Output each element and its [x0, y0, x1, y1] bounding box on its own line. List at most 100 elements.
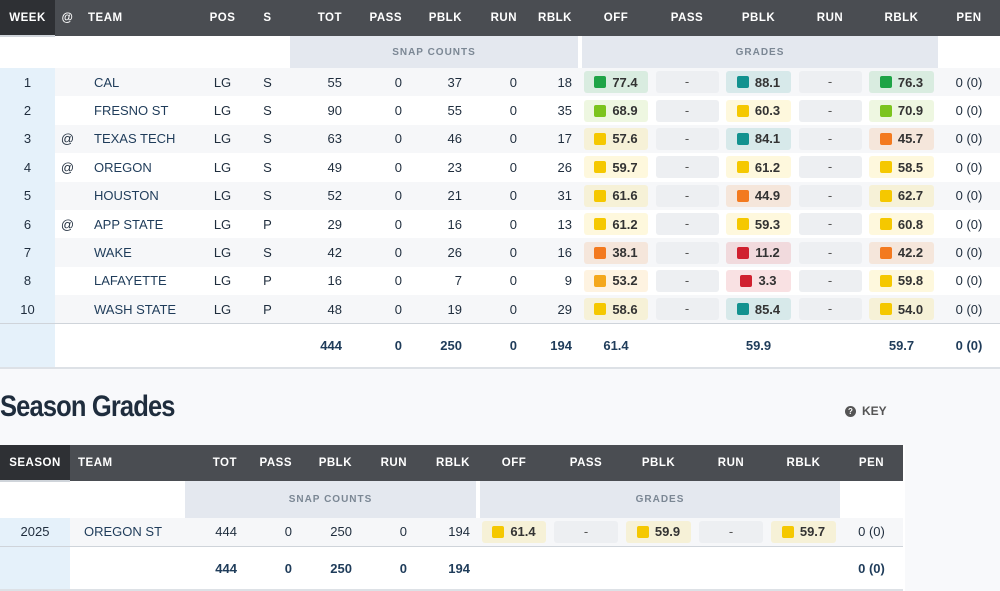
grade-color-square-icon	[594, 189, 607, 202]
column-header-off[interactable]: OFF	[580, 0, 652, 36]
cell-pos: LG	[200, 209, 245, 239]
column-header-rblk[interactable]: RBLK	[415, 445, 478, 481]
cell-pos: LG	[200, 238, 245, 267]
table-row: 5 HOUSTON LG S 52 0 21 0 31 61.6-44.9-62.7 0 (0)	[0, 181, 1000, 210]
column-header-s[interactable]: S	[245, 0, 290, 36]
grade-badge: 88.1	[725, 71, 792, 94]
cell-week: 4	[0, 153, 55, 182]
table-row: 8 LAFAYETTE LG P 16 0 7 0 9 53.2-3.3-59.8 0 (0)	[0, 266, 1000, 296]
grade-badge: 61.6	[583, 184, 649, 207]
column-header-tot[interactable]: TOT	[185, 445, 245, 481]
grade-value: 61.4	[510, 524, 536, 540]
cell-team: WAKE	[80, 238, 200, 267]
column-header-off[interactable]: OFF	[478, 445, 550, 481]
column-header-pass[interactable]: PASS	[652, 0, 722, 36]
cell-week: 5	[0, 181, 55, 210]
total-tot: 444	[290, 323, 350, 369]
key-button[interactable]: ? KEY	[845, 404, 887, 418]
grade-badge: 59.3	[725, 213, 792, 236]
grade-color-square-icon	[879, 274, 892, 287]
cell-week: 10	[0, 295, 55, 324]
column-header-rblk[interactable]: RBLK	[865, 0, 938, 36]
cell-pen: 0 (0)	[938, 153, 1000, 182]
cell-s: P	[245, 266, 290, 296]
grade-empty: -	[798, 213, 862, 236]
cell-pen: 0 (0)	[938, 181, 1000, 210]
grade-value: 59.8	[897, 273, 924, 289]
grade-badge: 85.4	[725, 298, 792, 321]
cell-team: TEXAS TECH	[80, 124, 200, 154]
cell-pblk: 46	[410, 124, 470, 154]
column-header-rblk[interactable]: RBLK	[767, 445, 840, 481]
cell-tot: 444	[185, 518, 245, 547]
table-row: 10 WASH STATE LG P 48 0 19 0 29 58.6-85.4-54.0 0 (…	[0, 295, 1000, 324]
column-header-pen[interactable]: PEN	[840, 445, 903, 481]
column-header-run[interactable]: RUN	[470, 0, 525, 36]
cell-pass: 0	[350, 124, 410, 154]
cell-team: OREGON	[80, 153, 200, 182]
cell-week: 6	[0, 209, 55, 239]
cell-pass: 0	[350, 209, 410, 239]
cell-pos: LG	[200, 124, 245, 154]
cell-tot: 48	[290, 295, 350, 324]
cell-week: 2	[0, 96, 55, 125]
grade-color-square-icon	[781, 525, 794, 538]
grade-color-square-icon	[594, 161, 607, 174]
column-header-run[interactable]: RUN	[695, 445, 767, 481]
cell-run: 0	[470, 96, 525, 125]
total-run	[795, 323, 865, 369]
cell-week: 1	[0, 68, 55, 97]
column-header-pblk[interactable]: PBLK	[300, 445, 360, 481]
grade-badge: 76.3	[868, 71, 935, 94]
column-header-pblk[interactable]: PBLK	[410, 0, 470, 36]
cell-rblk: 62.7	[865, 181, 938, 210]
cell-pblk: 59.3	[722, 209, 795, 239]
cell-run: -	[795, 209, 865, 239]
column-header-pen[interactable]: PEN	[938, 0, 1000, 36]
cell-pass: 0	[350, 295, 410, 324]
cell-team: LAFAYETTE	[80, 266, 200, 296]
cell-rblk: 58.5	[865, 153, 938, 182]
total-pos	[200, 323, 245, 369]
cell-pblk: 3.3	[722, 266, 795, 296]
grade-empty: -	[798, 241, 862, 264]
section-title: Season Grades	[0, 390, 175, 423]
grade-badge: 44.9	[725, 184, 792, 207]
cell-rblk: 70.9	[865, 96, 938, 125]
total-pass	[550, 545, 622, 591]
column-header-team[interactable]: TEAM	[70, 445, 185, 481]
table-row: 2 FRESNO ST LG S 90 0 55 0 35 68.9-60.3-70.9 0 (0)	[0, 96, 1000, 125]
column-header-team[interactable]: TEAM	[80, 0, 200, 36]
total-pen: 0 (0)	[938, 323, 1000, 369]
column-header-pos[interactable]: POS	[200, 0, 245, 36]
column-header-pblk[interactable]: PBLK	[622, 445, 695, 481]
column-header-run[interactable]: RUN	[360, 445, 415, 481]
cell-pos: LG	[200, 96, 245, 125]
grade-empty: -	[655, 213, 719, 236]
cell-pass: 0	[350, 68, 410, 97]
grade-value: 45.7	[897, 131, 924, 147]
grade-color-square-icon	[879, 246, 892, 259]
season-grades-table: SNAP COUNTS GRADES SEASON TEAM TOT PASS PBLK R…	[0, 445, 903, 591]
column-header-pass[interactable]: PASS	[350, 0, 410, 36]
cell-rblk: 60.8	[865, 209, 938, 239]
total-off: 61.4	[580, 323, 652, 369]
cell-pos: LG	[200, 181, 245, 210]
cell-pblk: 59.9	[622, 518, 695, 547]
grade-badge: 59.7	[770, 520, 837, 543]
grade-badge: 62.7	[868, 184, 935, 207]
cell-run: -	[795, 266, 865, 296]
column-header-at[interactable]: @	[55, 0, 80, 36]
column-header-pass[interactable]: PASS	[550, 445, 622, 481]
column-header-pblk[interactable]: PBLK	[722, 0, 795, 36]
cell-pos: LG	[200, 153, 245, 182]
column-header-season[interactable]: SEASON	[0, 445, 70, 482]
column-header-run[interactable]: RUN	[795, 0, 865, 36]
column-header-pass[interactable]: PASS	[245, 445, 300, 481]
column-header-week[interactable]: WEEK	[0, 0, 55, 37]
grade-badge: 58.5	[868, 156, 935, 179]
column-header-tot[interactable]: TOT	[290, 0, 350, 36]
column-header-rblk[interactable]: RBLK	[525, 0, 580, 36]
cell-team: FRESNO ST	[80, 96, 200, 125]
total-off	[478, 545, 550, 591]
